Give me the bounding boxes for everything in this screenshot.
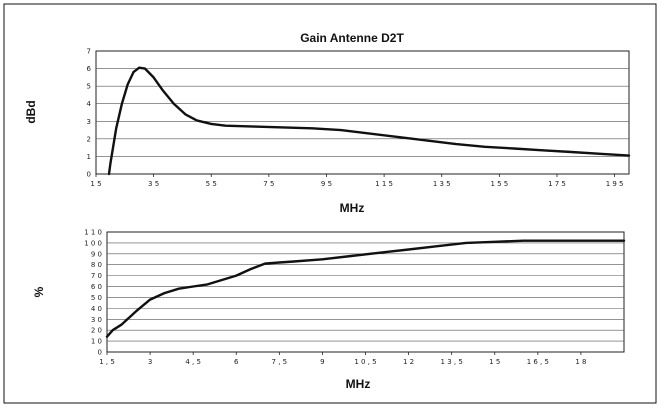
percent-y-tick-label: 1 1 0 [84, 229, 102, 237]
gain-x-tick-label: 3 5 [148, 180, 159, 188]
percent-y-axis-label: % [32, 286, 46, 297]
percent-x-tick-label: 1 3 , 5 [441, 358, 463, 366]
percent-y-tick-label: 8 0 [91, 261, 102, 269]
percent-y-tick-label: 4 0 [91, 305, 102, 313]
gain-y-axis-label: dBd [24, 100, 38, 123]
percent-plot-area [106, 231, 625, 353]
percent-x-tick-label: 7 , 5 [272, 358, 288, 366]
gain-y-tick-label: 0 [87, 171, 91, 179]
gain-plot-area [95, 50, 630, 175]
gain-y-tick-label: 3 [87, 118, 91, 126]
gain-x-ticks: 1 5 3 5 5 5 7 5 9 5 1 1 5 1 3 5 1 5 5 1 7 5 1 9 5 [90, 174, 624, 188]
percent-y-tick-label: 6 0 [91, 283, 102, 291]
percent-y-tick-label: 0 [98, 349, 102, 357]
percent-y-tick-label: 1 0 [91, 338, 102, 346]
gain-y-tick-label: 1 [87, 153, 91, 161]
percent-x-tick-label: 1 5 [489, 358, 500, 366]
gain-y-tick-label: 7 [87, 48, 91, 56]
percent-x-tick-label: 1 8 [575, 358, 586, 366]
gain-x-axis-label: MHz [340, 201, 365, 215]
percent-x-tick-label: 4 , 5 [185, 358, 201, 366]
gain-y-ticks: 0 1 2 3 4 5 6 7 [87, 48, 92, 179]
percent-x-tick-label: 1 , 5 [99, 358, 115, 366]
percent-x-axis-label: MHz [346, 377, 371, 391]
gain-x-tick-label: 5 5 [206, 180, 217, 188]
gain-y-tick-label: 2 [87, 135, 91, 143]
percent-y-ticks: 0 1 0 2 0 3 0 4 0 5 0 6 0 7 0 8 0 9 0 1 0 0 1 1 0 [84, 229, 102, 357]
gain-y-tick-label: 4 [87, 100, 92, 108]
percent-curve [105, 239, 626, 338]
percent-x-ticks: 1 , 5 3 4 , 5 6 7 , 5 9 1 0 , 5 1 2 1 3 , 5 1 5 1 … [99, 352, 586, 366]
percent-x-tick-label: 1 6 , 5 [527, 358, 549, 366]
gain-y-tick-label: 5 [87, 83, 91, 91]
gain-x-tick-label: 1 7 5 [548, 180, 566, 188]
percent-y-tick-label: 1 0 0 [84, 239, 102, 247]
percent-y-tick-label: 5 0 [91, 294, 102, 302]
percent-x-tick-label: 1 2 [403, 358, 414, 366]
gain-x-tick-label: 7 5 [263, 180, 274, 188]
percent-x-tick-label: 9 [320, 358, 324, 366]
chart-title: Gain Antenne D2T [300, 31, 404, 45]
gain-x-tick-label: 1 3 5 [433, 180, 451, 188]
gain-gridlines [96, 68, 629, 157]
percent-x-tick-label: 1 0 , 5 [354, 358, 376, 366]
gain-x-tick-label: 1 5 5 [490, 180, 508, 188]
gain-curve [107, 66, 631, 176]
percent-y-tick-label: 9 0 [91, 250, 102, 258]
percent-y-tick-label: 2 0 [91, 327, 102, 335]
gain-x-tick-label: 1 5 [90, 180, 101, 188]
percent-x-tick-label: 6 [234, 358, 239, 366]
gain-x-tick-label: 1 9 5 [606, 180, 624, 188]
gain-x-tick-label: 1 1 5 [375, 180, 393, 188]
percent-x-tick-label: 3 [148, 358, 152, 366]
gain-y-tick-label: 6 [87, 65, 92, 73]
gain-x-tick-label: 9 5 [321, 180, 332, 188]
percent-y-tick-label: 3 0 [91, 316, 102, 324]
percent-y-tick-label: 7 0 [91, 272, 102, 280]
percent-gridlines [107, 242, 624, 342]
figure-border [3, 3, 657, 404]
